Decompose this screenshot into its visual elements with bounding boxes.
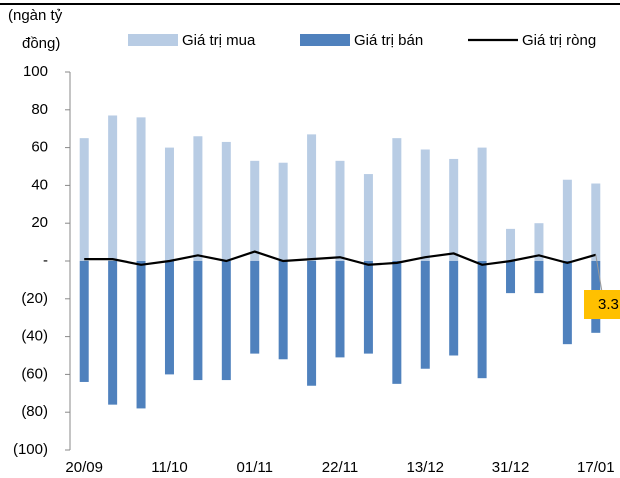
line bbox=[84, 250, 597, 266]
bar bbox=[221, 141, 231, 261]
bar bbox=[307, 261, 317, 386]
legend-swatch bbox=[128, 34, 178, 46]
bar bbox=[221, 261, 231, 381]
bar bbox=[562, 261, 572, 345]
legend-label: Giá trị mua bbox=[182, 32, 256, 49]
bar bbox=[534, 223, 544, 261]
legend-label: Giá trị bán bbox=[354, 32, 423, 49]
leader bbox=[595, 254, 603, 293]
x-tick-label: 17/01 bbox=[577, 459, 615, 476]
bar bbox=[136, 117, 146, 261]
bar bbox=[335, 160, 345, 261]
bar bbox=[79, 138, 89, 261]
y-tick-label: (20) bbox=[21, 290, 48, 307]
x-tick-label: 20/09 bbox=[65, 459, 103, 476]
y-tick-label: (80) bbox=[21, 403, 48, 420]
bar bbox=[506, 228, 516, 261]
bar bbox=[506, 261, 516, 294]
bar bbox=[363, 174, 373, 261]
y-tick-label: (60) bbox=[21, 365, 48, 382]
y-tick-label: 80 bbox=[31, 101, 48, 118]
y-tick-label: 60 bbox=[31, 139, 48, 156]
bar bbox=[420, 261, 430, 369]
bar bbox=[164, 261, 174, 375]
bar bbox=[307, 134, 317, 261]
x-tick-label: 22/11 bbox=[322, 459, 358, 476]
bar bbox=[392, 138, 402, 261]
bar bbox=[136, 261, 146, 409]
y-label: (ngàn tỷ bbox=[8, 7, 63, 24]
x-tick-label: 31/12 bbox=[492, 459, 530, 476]
x-tick-label: 11/10 bbox=[151, 459, 187, 476]
y-tick-label: 40 bbox=[31, 176, 48, 193]
bar bbox=[562, 179, 572, 261]
annotation-box bbox=[584, 290, 620, 319]
bar bbox=[193, 136, 203, 261]
bar bbox=[108, 261, 118, 405]
bar bbox=[449, 158, 459, 261]
bar bbox=[278, 162, 288, 261]
bar bbox=[278, 261, 288, 360]
x-tick-label: 13/12 bbox=[406, 459, 444, 476]
bar bbox=[420, 149, 430, 261]
legend-label: Giá trị ròng bbox=[522, 32, 596, 49]
y-tick-label: 100 bbox=[23, 63, 48, 80]
bar bbox=[449, 261, 459, 356]
bar bbox=[79, 261, 89, 382]
y-tick-label: 20 bbox=[31, 214, 48, 231]
bar bbox=[477, 261, 487, 379]
y-tick-label: - bbox=[43, 252, 48, 269]
bar bbox=[250, 261, 260, 354]
data-label: 3.3 bbox=[598, 296, 619, 313]
bar bbox=[363, 261, 373, 354]
y-label: đồng) bbox=[22, 35, 60, 52]
y-tick-label: (100) bbox=[13, 441, 48, 458]
bar bbox=[534, 261, 544, 294]
bar bbox=[335, 261, 345, 358]
y-tick-label: (40) bbox=[21, 328, 48, 345]
bar bbox=[250, 160, 260, 261]
legend-swatch bbox=[300, 34, 350, 46]
x-tick-label: 01/11 bbox=[237, 459, 273, 476]
bar bbox=[477, 147, 487, 261]
bar bbox=[108, 115, 118, 261]
bar bbox=[164, 147, 174, 261]
bar bbox=[392, 261, 402, 384]
bar bbox=[591, 183, 601, 261]
bar bbox=[193, 261, 203, 381]
